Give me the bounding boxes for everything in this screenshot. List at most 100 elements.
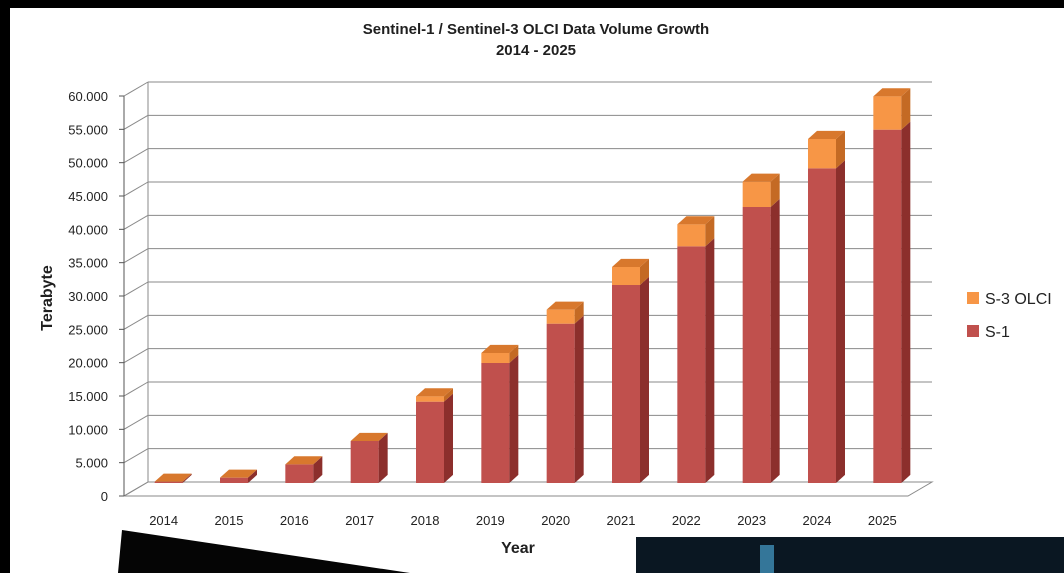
bar-s3-side-2023 [770,173,780,207]
bar-s1-side-2022 [705,238,715,483]
bar-s1-2024 [808,168,836,484]
bar-s3-side-2025 [901,88,911,130]
bars [154,88,911,484]
chart-subtitle: 2014 - 2025 [496,42,576,59]
bar-s1-2020 [546,323,575,483]
legend: S-3 OLCI S-1 [967,291,1052,341]
gridline-depth [123,481,149,497]
bar-s1-2021 [612,285,640,483]
gridline-depth [123,314,149,330]
bar-s1-top-2016 [285,456,323,465]
legend-label: S-3 OLCI [985,291,1052,308]
bar-s1-side-2017 [378,432,388,483]
x-tick-label: 2023 [737,513,766,528]
background-photo-strip [118,530,1064,573]
x-tick-label: 2019 [476,513,505,528]
x-tick-label: 2018 [411,513,440,528]
bar-s3-side-2018 [444,388,453,402]
bar-s1-top-2017 [350,432,388,441]
y-tick-label: 60.000 [68,89,108,104]
bar-s1-2023 [742,207,771,483]
x-tick-label: 2016 [280,513,309,528]
axes [119,82,149,497]
x-tick-label: 2014 [149,513,178,528]
x-tick-label: 2015 [215,513,244,528]
chart-floor [122,481,934,497]
bar-s3-top-2022 [677,216,715,225]
bar-s3-side-2021 [640,258,649,285]
y-tick-label: 40.000 [68,222,108,237]
y-tick-label: 10.000 [68,422,108,437]
y-tick-label: 15.000 [68,389,108,404]
bar-s3-2025 [873,96,902,130]
bar-s3-2024 [808,139,836,169]
gridline-depth [123,348,149,364]
legend-swatch [967,325,979,337]
gridline-depth [123,114,149,130]
bar-s1-2016 [285,464,314,483]
x-tick-label: 2022 [672,513,701,528]
bar-s3-top-2018 [416,388,453,397]
bar-s1-side-2018 [444,393,453,483]
bar-s3-2018 [416,396,444,402]
bar-s3-top-2024 [808,130,845,139]
gridline-depth [123,248,149,264]
gridline-depth [123,414,149,430]
chart-title: Sentinel-1 / Sentinel-3 OLCI Data Volume… [363,21,709,38]
bar-s3-side-2022 [705,216,715,247]
x-tick-label: 2017 [345,513,374,528]
gridline-depth [123,381,149,397]
bar-s1-2018 [416,401,444,483]
bar-s1-side-2016 [313,456,323,483]
bar-s1-side-2021 [640,276,649,483]
y-tick-label: 45.000 [68,189,108,204]
bar-s1-side-2019 [509,354,519,483]
bar-s1-2022 [677,246,706,483]
bar-s3-top-2025 [873,88,911,97]
bar-s1-side-2014 [182,473,192,483]
y-axis-label: Terabyte [39,265,56,331]
y-tick-label: 55.000 [68,122,108,137]
y-tick-labels: 0 5.000 10.000 15.000 20.000 25.000 30.000 35.0… [68,89,108,504]
y-tick-label: 0 [101,489,108,504]
x-tick-label: 2025 [868,513,897,528]
bar-s1-top-2015 [220,469,257,478]
x-axis-label: Year [501,540,535,557]
bar-s1-2014 [154,481,183,483]
gridline-depth [123,214,149,230]
bar-s3-2021 [612,267,640,285]
bar-s1-2025 [873,129,902,483]
x-tick-label: 2024 [803,513,832,528]
gridline-depth [123,448,149,464]
bar-s3-top-2020 [546,301,584,310]
y-tick-label: 50.000 [68,156,108,171]
bar-s1-2015 [220,477,248,483]
bar-s1-side-2020 [574,315,584,483]
bar-s3-side-2020 [574,301,584,324]
bar-s1-2019 [481,363,510,483]
gridline-depth [123,148,149,164]
y-tick-label: 5.000 [75,456,108,471]
bar-s3-2022 [677,224,706,247]
gridline-depth [123,81,149,97]
bar-s3-2020 [546,309,575,324]
gridline-depth [123,281,149,297]
y-tick-label: 25.000 [68,322,108,337]
bar-s1-2017 [350,441,379,483]
bar-s3-top-2021 [612,258,649,267]
bar-s1-side-2015 [248,469,257,483]
y-tick-label: 35.000 [68,256,108,271]
bar-s3-side-2019 [509,344,519,363]
x-tick-label: 2021 [607,513,636,528]
bar-s3-side-2024 [836,130,845,169]
bar-s3-top-2023 [742,173,780,182]
bar-s1-top-2014 [154,473,192,482]
bar-s3-2023 [742,181,771,207]
y-tick-label: 20.000 [68,356,108,371]
bar-s1-side-2023 [770,198,780,483]
bar-s3-top-2019 [481,344,519,353]
x-tick-label: 2020 [541,513,570,528]
legend-label: S-1 [985,324,1010,341]
